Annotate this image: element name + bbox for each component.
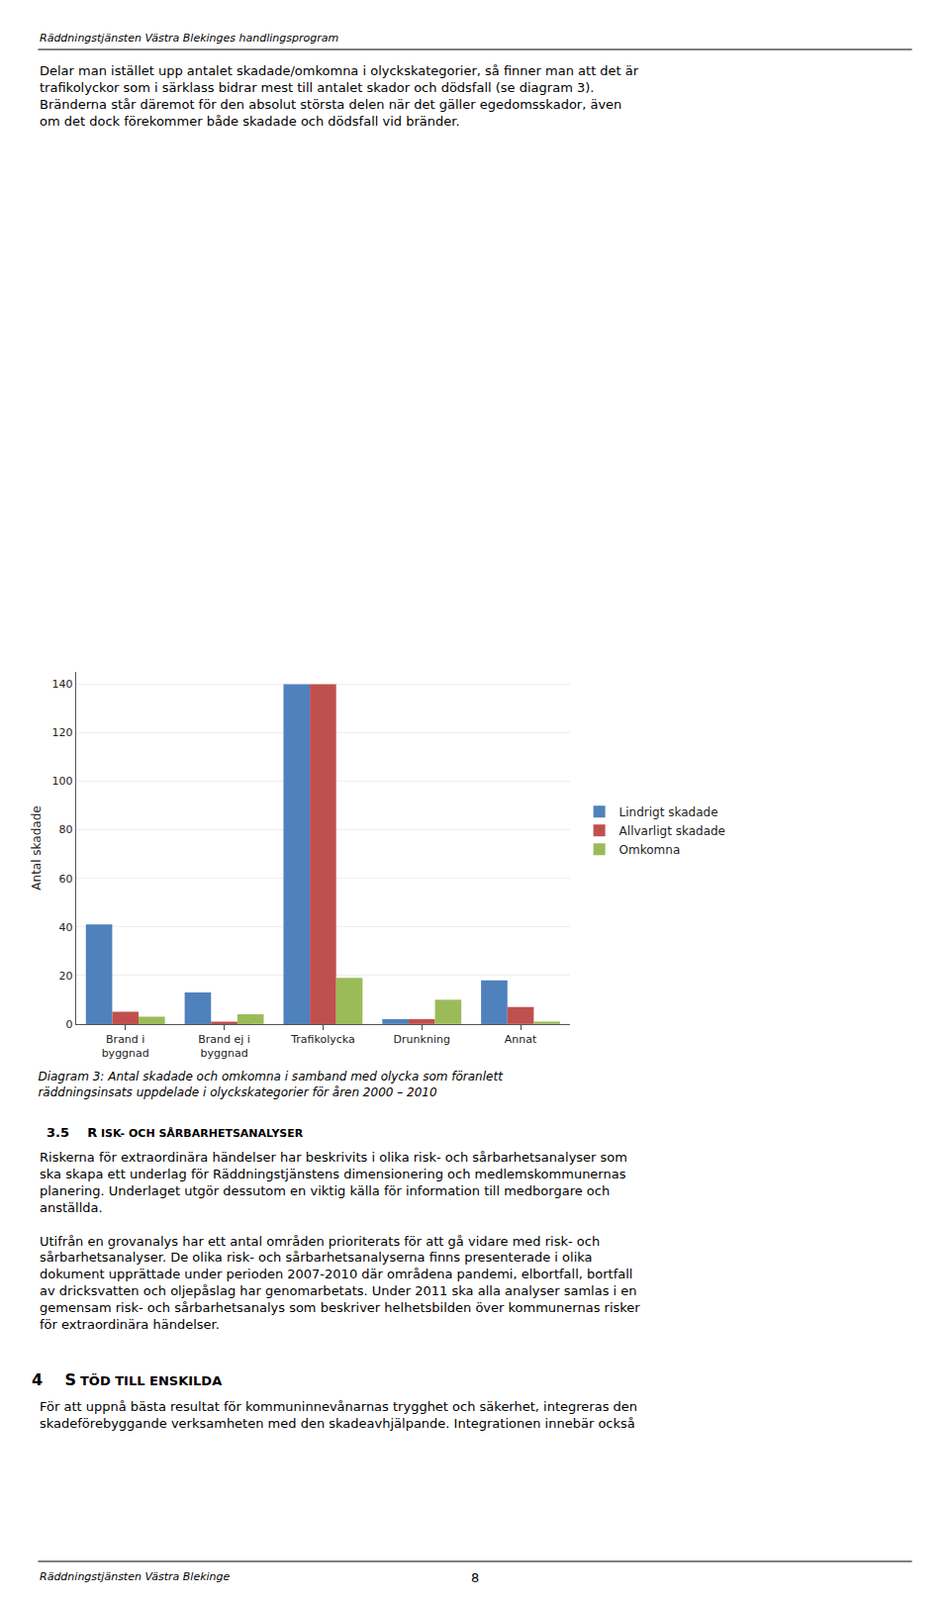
- svg-text:Brand ej ibyggnad: Brand ej ibyggnad: [197, 1033, 251, 1060]
- svg-text:Antal skadade: Antal skadade: [29, 805, 44, 890]
- svg-text:Lindrigt skadade: Lindrigt skadade: [619, 805, 719, 820]
- svg-text:0: 0: [66, 1018, 74, 1032]
- svg-text:40: 40: [59, 921, 74, 935]
- svg-text:Riskerna för extraordinära hän: Riskerna för extraordinära händelser har…: [39, 1149, 641, 1332]
- svg-text:3.5 R: 3.5 R: [46, 1125, 97, 1140]
- svg-text:80: 80: [59, 823, 74, 837]
- svg-text:Räddningstjänsten Västra Bleki: Räddningstjänsten Västra Blekinges handl…: [39, 31, 339, 45]
- svg-text:20: 20: [59, 969, 74, 983]
- svg-text:Drunkning: Drunkning: [393, 1033, 451, 1046]
- svg-text:Annat: Annat: [504, 1033, 538, 1046]
- svg-text:För att uppnå bästa resultat f: För att uppnå bästa resultat för kommuni…: [39, 1399, 638, 1431]
- svg-text:Delar man istället upp antalet: Delar man istället upp antalet skadade/o…: [39, 63, 640, 129]
- svg-text:100: 100: [52, 774, 74, 788]
- svg-text:4 S: 4 S: [31, 1370, 77, 1390]
- svg-text:Trafikolycka: Trafikolycka: [289, 1033, 356, 1046]
- svg-text:Allvarligt skadade: Allvarligt skadade: [619, 824, 726, 839]
- svg-text:ISK- OCH SÅRBARHETSANALYSER: ISK- OCH SÅRBARHETSANALYSER: [100, 1127, 304, 1140]
- svg-text:Omkomna: Omkomna: [619, 843, 681, 857]
- svg-text:Brand ibyggnad: Brand ibyggnad: [101, 1033, 150, 1060]
- svg-text:TÖD TILL ENSKILDA: TÖD TILL ENSKILDA: [80, 1373, 222, 1389]
- svg-text:60: 60: [59, 872, 74, 886]
- svg-text:Diagram 3: Antal skadade och o: Diagram 3: Antal skadade och omkomna i s…: [37, 1069, 504, 1100]
- svg-text:140: 140: [52, 677, 74, 691]
- svg-text:8: 8: [471, 1570, 479, 1586]
- svg-text:120: 120: [52, 726, 74, 740]
- svg-text:Räddningstjänsten Västra Bleki: Räddningstjänsten Västra Blekinge: [39, 1570, 231, 1584]
